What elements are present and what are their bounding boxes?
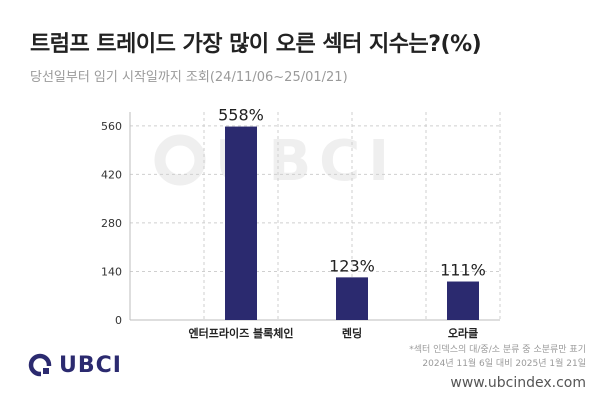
footnote-line-2: 2024년 11월 6일 대비 2025년 1월 21일 <box>422 359 586 369</box>
ubci-logo: UBCI <box>27 352 122 378</box>
x-category-labels: 엔터프라이즈 블록체인 렌딩 오라클 <box>188 326 478 340</box>
y-tick-label: 280 <box>101 217 122 230</box>
bar <box>447 281 479 320</box>
ubci-logo-icon <box>28 353 52 377</box>
y-tick-label: 0 <box>115 314 122 327</box>
chart-subtitle: 당선일부터 임기 시작일까지 조회(24/11/06~25/01/21) <box>30 70 348 85</box>
chart-grid <box>129 112 501 321</box>
bar-data-label: 558% <box>218 106 264 125</box>
x-category-label: 렌딩 <box>342 326 362 340</box>
y-tick-label: 140 <box>101 265 122 278</box>
x-category-label: 오라클 <box>448 326 478 340</box>
website-url: www.ubcindex.com <box>450 375 586 391</box>
bar-data-label: 123% <box>329 256 375 275</box>
x-category-label: 엔터프라이즈 블록체인 <box>188 326 293 340</box>
logo-text: UBCI <box>59 352 122 378</box>
chart-title: 트럼프 트레이드 가장 많이 오른 섹터 지수는?(%) <box>30 32 482 57</box>
footnote: *섹터 인덱스의 대/중/소 분류 중 소분류만 표기 2024년 11월 6일… <box>409 343 586 371</box>
chart-bars <box>225 126 479 320</box>
y-tick-label: 420 <box>101 168 122 181</box>
bar-data-label: 111% <box>440 261 486 280</box>
footnote-line-1: *섹터 인덱스의 대/중/소 분류 중 소분류만 표기 <box>409 345 586 355</box>
bar <box>336 277 368 320</box>
watermark-icon <box>154 134 206 186</box>
y-tick-label: 560 <box>101 120 122 133</box>
y-tick-labels: 0 140 280 420 560 <box>101 120 122 327</box>
bar <box>225 126 257 320</box>
ubci-watermark: UBCI <box>154 129 389 194</box>
bar-data-labels: 558% 123% 111% <box>218 106 486 280</box>
